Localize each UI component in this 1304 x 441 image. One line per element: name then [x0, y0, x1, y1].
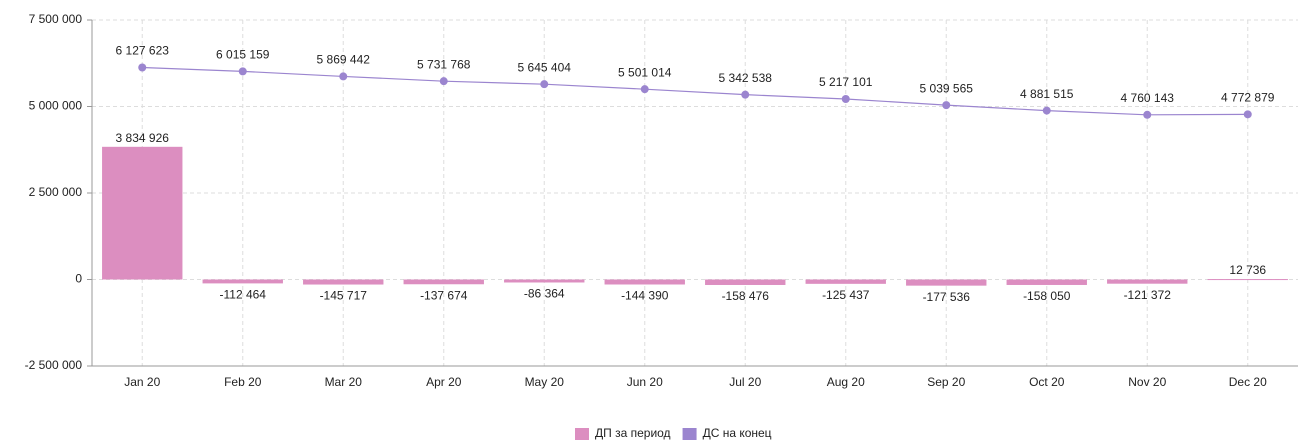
x-tick-label: Nov 20: [1128, 375, 1166, 389]
bar-label: -137 674: [420, 288, 468, 302]
legend-swatch: [575, 428, 589, 440]
x-tick-label: Aug 20: [827, 375, 865, 389]
legend-swatch: [682, 428, 697, 440]
line-point: [1143, 110, 1152, 119]
bar: [403, 279, 484, 285]
line-label: 5 217 101: [819, 75, 873, 89]
bar-label: -125 437: [822, 288, 870, 302]
bar: [102, 146, 183, 280]
bar: [1207, 279, 1288, 281]
line-label: 6 015 159: [216, 48, 270, 62]
bar: [202, 279, 283, 284]
line-point: [942, 101, 951, 110]
y-tick-label: -2 500 000: [25, 358, 83, 372]
bar-label: -158 050: [1023, 289, 1071, 303]
bar-label: -144 390: [621, 289, 669, 303]
line-point: [1042, 106, 1051, 115]
line-label: 4 881 515: [1020, 87, 1074, 101]
x-tick-label: Jul 20: [729, 375, 761, 389]
line-label: 5 039 565: [920, 81, 974, 95]
y-tick-label: 2 500 000: [29, 185, 83, 199]
line-label: 5 731 768: [417, 57, 471, 71]
line-label: 4 772 879: [1221, 91, 1275, 105]
x-tick-label: Jan 20: [124, 375, 160, 389]
line-point: [841, 94, 850, 103]
line-point: [138, 63, 147, 72]
bar-label: -121 372: [1124, 288, 1172, 302]
line-point: [540, 80, 549, 89]
line-label: 5 869 442: [317, 53, 371, 67]
line-label: 5 501 014: [618, 65, 672, 79]
bar: [906, 279, 987, 286]
bar: [303, 279, 384, 285]
line-label: 5 342 538: [719, 71, 773, 85]
bar-label: 3 834 926: [116, 131, 170, 145]
x-tick-label: Jun 20: [627, 375, 663, 389]
bar-label: 12 736: [1229, 263, 1266, 277]
y-tick-label: 7 500 000: [29, 12, 83, 26]
bar: [705, 279, 786, 285]
x-tick-label: Sep 20: [927, 375, 965, 389]
x-tick-label: Oct 20: [1029, 375, 1065, 389]
line-point: [741, 90, 750, 99]
y-tick-label: 5 000 000: [29, 99, 83, 113]
bar: [1107, 279, 1188, 284]
bar-label: -177 536: [923, 290, 971, 304]
line-point: [339, 72, 348, 81]
line-label: 4 760 143: [1121, 91, 1175, 105]
bar: [1006, 279, 1087, 285]
bar-label: -86 364: [524, 287, 565, 301]
bar: [504, 279, 585, 283]
x-tick-label: Feb 20: [224, 375, 262, 389]
legend-label: ДП за период: [595, 426, 671, 440]
bar: [604, 279, 685, 285]
x-tick-label: Apr 20: [426, 375, 462, 389]
bar-label: -158 476: [722, 289, 770, 303]
line-point: [238, 67, 247, 76]
bar-label: -145 717: [320, 289, 368, 303]
line-point: [439, 77, 448, 86]
line: [142, 66, 1248, 116]
y-tick-label: 0: [75, 272, 82, 286]
line-label: 6 127 623: [116, 44, 170, 58]
bar: [805, 279, 886, 284]
line-point: [1243, 110, 1252, 119]
line-label: 5 645 404: [518, 60, 572, 74]
legend-label: ДС на конец: [703, 426, 772, 440]
x-tick-label: Dec 20: [1229, 375, 1267, 389]
bar-label: -112 464: [220, 288, 267, 302]
x-tick-label: Mar 20: [325, 375, 363, 389]
x-tick-label: May 20: [525, 375, 565, 389]
line-point: [640, 85, 649, 94]
